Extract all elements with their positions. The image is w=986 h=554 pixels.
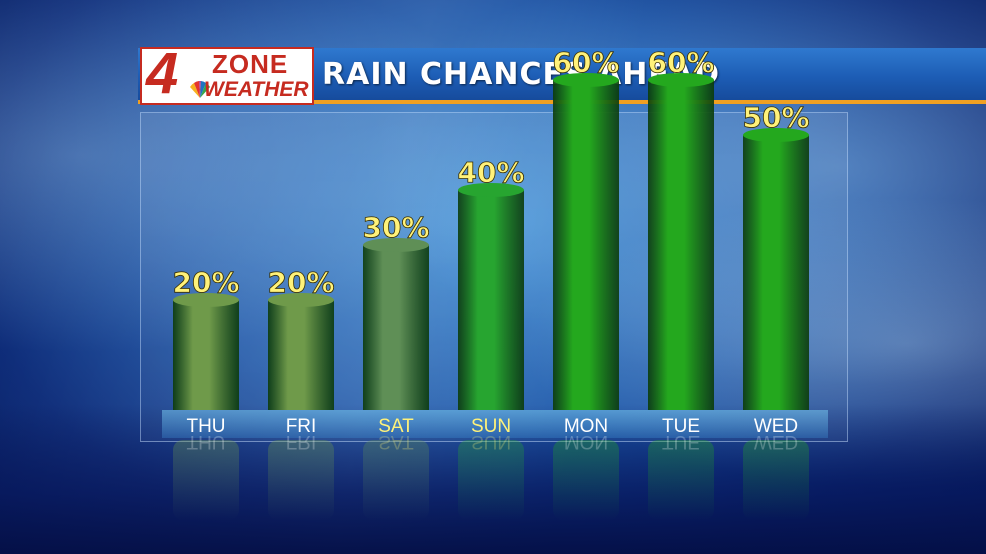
bar-cap [743, 128, 809, 142]
value-label: 60% [647, 46, 714, 79]
day-label-strip [162, 410, 828, 438]
bar-thu [173, 300, 239, 410]
bar-mon [553, 80, 619, 410]
day-label: THU [186, 416, 225, 437]
day-label: FRI [286, 416, 317, 437]
logo-number: 4 [146, 41, 179, 106]
bar-reflection [268, 440, 334, 520]
bar-reflection [648, 440, 714, 520]
bar-reflection [458, 440, 524, 520]
bar-wed [743, 135, 809, 410]
value-label: 30% [362, 211, 429, 244]
bar-cap [268, 293, 334, 307]
value-label: 50% [742, 101, 809, 134]
station-logo: 4 ZONE WEATHER [140, 41, 314, 106]
value-label: 60% [552, 46, 619, 79]
bar-cap [363, 238, 429, 252]
day-label: WED [754, 416, 798, 437]
day-label-reflection: FRI [286, 431, 317, 452]
bar-cap [458, 183, 524, 197]
day-label-reflection: TUE [662, 431, 700, 452]
day-label: SAT [378, 416, 414, 437]
day-label: MON [564, 416, 608, 437]
bar-tue [648, 80, 714, 410]
day-label-reflection: MON [564, 431, 608, 452]
bar-fri [268, 300, 334, 410]
day-label-reflection: SAT [378, 431, 414, 452]
day-label: SUN [471, 416, 511, 437]
bar-reflection [743, 440, 809, 520]
bar-cap [648, 73, 714, 87]
bar-reflection [553, 440, 619, 520]
bar-cap [553, 73, 619, 87]
bar-cap [173, 293, 239, 307]
value-label: 20% [267, 266, 334, 299]
day-label-reflection: THU [186, 431, 225, 452]
logo-zone: ZONE [212, 49, 289, 79]
bar-reflection [173, 440, 239, 520]
bar-reflection [363, 440, 429, 520]
day-label-reflection: SUN [471, 431, 511, 452]
day-label: TUE [662, 416, 700, 437]
bar-sat [363, 245, 429, 410]
day-label-reflection: WED [754, 431, 798, 452]
value-label: 40% [457, 156, 524, 189]
bar-sun [458, 190, 524, 410]
logo-weather: WEATHER [204, 78, 309, 101]
peacock-icon [190, 80, 210, 98]
value-label: 20% [172, 266, 239, 299]
